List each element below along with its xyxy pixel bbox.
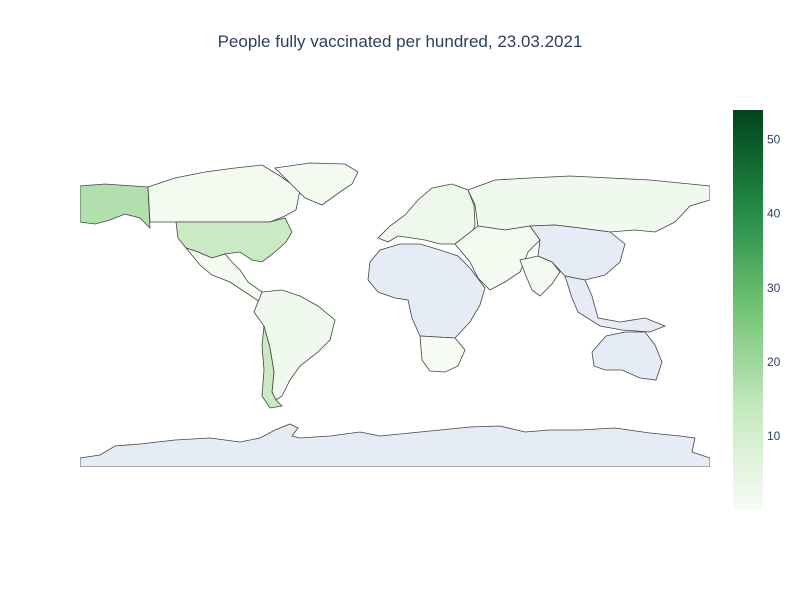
colorbar-tick-label: 10 bbox=[767, 429, 781, 443]
colorbar-tick-label: 40 bbox=[767, 207, 781, 221]
colorbar-tick-label: 50 bbox=[767, 133, 781, 147]
region-southern-africa[interactable] bbox=[419, 335, 466, 373]
region-southeast-asia[interactable] bbox=[564, 275, 667, 333]
region-greenland[interactable] bbox=[274, 162, 359, 206]
map-title: People fully vaccinated per hundred, 23.… bbox=[217, 32, 583, 51]
region-russia[interactable] bbox=[467, 175, 710, 233]
region-australia[interactable] bbox=[591, 331, 663, 381]
region-africa[interactable] bbox=[367, 243, 486, 339]
colorbar-tick-label: 20 bbox=[767, 355, 781, 369]
map-geo bbox=[80, 162, 710, 467]
colorbar-gradient bbox=[733, 110, 763, 510]
region-china[interactable] bbox=[529, 224, 626, 281]
region-middle-east[interactable] bbox=[454, 225, 541, 291]
region-canada[interactable] bbox=[147, 164, 301, 223]
region-antarctica[interactable] bbox=[80, 423, 710, 467]
colorbar: 10 20 30 40 50 bbox=[733, 110, 781, 510]
region-chile[interactable] bbox=[261, 325, 283, 409]
region-europe[interactable] bbox=[377, 183, 476, 245]
region-alaska[interactable] bbox=[80, 183, 151, 230]
colorbar-tick-label: 30 bbox=[767, 281, 781, 295]
